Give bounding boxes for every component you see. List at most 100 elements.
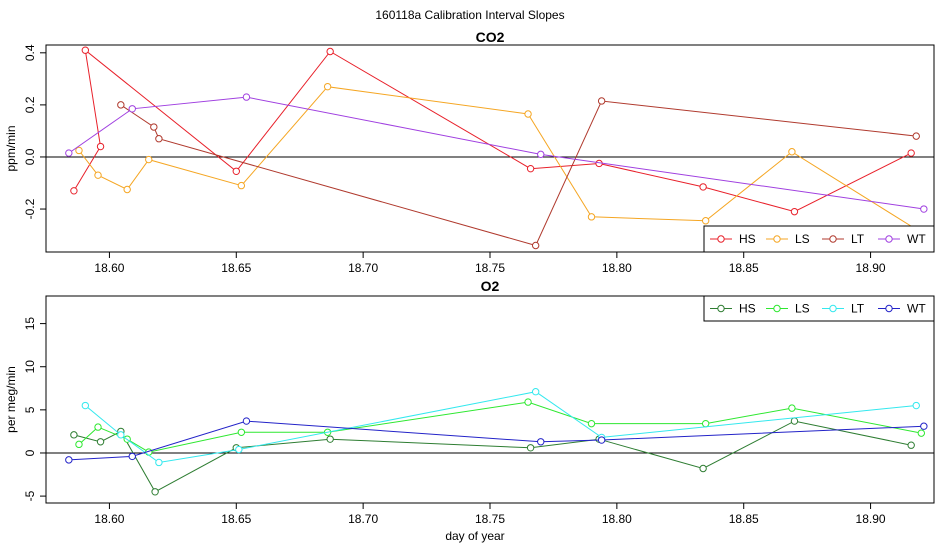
- o2-y-tick-label: 10: [23, 360, 37, 374]
- co2-legend-marker-ls: [773, 235, 781, 243]
- o2-series-ls-point: [701, 419, 710, 428]
- co2-plot-frame: [45, 44, 935, 253]
- co2-legend-label-lt: LT: [851, 232, 865, 246]
- o2-series-hs-point: [907, 441, 915, 449]
- co2-x-tick-label: 18.80: [602, 261, 632, 275]
- co2-series-lt-point: [117, 101, 125, 109]
- o2-series-lt-point: [531, 388, 540, 396]
- co2-series-ls-point: [701, 217, 710, 225]
- o2-legend-marker-wt: [885, 304, 893, 313]
- co2-series-hs-point: [526, 164, 535, 173]
- o2-series-ls-point: [237, 428, 246, 436]
- o2-y-tick-label: -5: [23, 490, 37, 501]
- o2-series-wt-point: [242, 417, 251, 425]
- co2-series-ls-point: [587, 213, 596, 221]
- o2-title: O2: [481, 278, 500, 294]
- co2-y-tick-label: 0.2: [23, 96, 37, 113]
- o2-series-wt-point: [597, 436, 606, 444]
- co2-series-ls-point: [237, 181, 246, 190]
- co2-y-tick-label: 0.4: [23, 44, 37, 61]
- o2-x-tick-label: 18.60: [94, 512, 124, 526]
- co2-title: CO2: [476, 29, 505, 45]
- co2-series-hs-point: [232, 167, 240, 175]
- co2-series-wt-line: [68, 96, 924, 210]
- o2-series-lt-point: [235, 445, 243, 454]
- o2-series-wt-point: [128, 452, 136, 461]
- co2-series-ls-point: [123, 185, 131, 194]
- o2-series-hs-point: [326, 435, 334, 443]
- co2-legend: HS LS LT WT: [703, 225, 935, 253]
- o2-y-tick-label: 5: [23, 406, 37, 413]
- co2-y-tick-label: -0.2: [23, 198, 37, 219]
- co2-legend-marker-lt: [829, 235, 837, 243]
- co2-x-tick-label: 18.90: [856, 261, 886, 275]
- o2-series-lt-point: [117, 431, 125, 439]
- co2-legend-label-wt: WT: [907, 232, 926, 246]
- o2-x-tick-label: 18.90: [856, 512, 886, 526]
- o2-series-lt-point: [81, 401, 90, 410]
- o2-series-lt-point: [155, 458, 163, 467]
- o2-series-lt-line: [84, 391, 917, 464]
- o2-series-ls-point: [524, 398, 532, 406]
- o2-series-hs-point: [151, 488, 159, 496]
- o2-y-tick-label: 0: [23, 449, 37, 456]
- co2-series-hs-point: [699, 183, 707, 191]
- o2-series-wt-line: [68, 420, 924, 461]
- co2-series-hs-line: [73, 49, 912, 213]
- o2-series-hs-point: [526, 444, 535, 452]
- co2-series-lt-point: [531, 241, 540, 250]
- co2-series-lt-point: [155, 135, 163, 143]
- co2-legend-label-hs: HS: [739, 232, 756, 246]
- co2-y-axis-label: ppm/min: [4, 125, 18, 171]
- o2-series-wt-point: [65, 456, 73, 464]
- co2-series-hs-point: [326, 47, 334, 56]
- o2-y-tick-label: 15: [23, 317, 37, 331]
- o2-series-lt-point: [912, 401, 920, 410]
- o2-legend-marker-lt: [829, 304, 837, 313]
- co2-series-ls-point: [323, 82, 332, 91]
- co2-series-ls-point: [75, 146, 83, 155]
- o2-legend-label-ls: LS: [795, 302, 810, 316]
- o2-legend: HS LS LT WT: [703, 295, 935, 322]
- co2-series-wt-point: [128, 105, 136, 113]
- o2-series-hs-point: [699, 464, 707, 473]
- co2-legend-label-ls: LS: [795, 232, 810, 246]
- o2-series-ls-point: [75, 440, 83, 449]
- co2-series-hs-point: [96, 142, 105, 151]
- co2-series-lt-line: [120, 100, 917, 247]
- o2-legend-marker-ls: [773, 304, 781, 313]
- co2-series-hs-point: [790, 207, 799, 216]
- o2-legend-label-wt: WT: [907, 302, 926, 316]
- o2-legend-marker-hs: [717, 304, 725, 313]
- co2-series-ls-point: [524, 110, 532, 118]
- co2-series-wt-point: [65, 149, 73, 157]
- o2-x-tick-label: 18.70: [348, 512, 378, 526]
- co2-panel: CO2 ppm/min 18.60 18.65 18.70 18.75 18.80 18.85…: [4, 29, 935, 275]
- o2-series-wt-point: [920, 422, 928, 430]
- co2-series-ls-point: [94, 171, 102, 179]
- co2-legend-marker-hs: [717, 235, 725, 243]
- figure-title: 160118a Calibration Interval Slopes: [375, 8, 564, 22]
- o2-panel: O2 per meg/min 18.60 18.65 18.70 18.75 18.80 18…: [4, 278, 935, 526]
- co2-x-tick-label: 18.65: [221, 261, 251, 275]
- o2-legend-label-lt: LT: [851, 302, 865, 316]
- o2-series-ls-point: [587, 419, 596, 428]
- co2-series-hs-point: [81, 46, 90, 54]
- o2-plot-frame: [45, 295, 935, 504]
- co2-series-wt-point: [920, 205, 928, 213]
- co2-x-tick-label: 18.60: [94, 261, 124, 275]
- co2-series-hs-point: [70, 187, 78, 195]
- o2-x-tick-label: 18.65: [221, 512, 251, 526]
- o2-series-hs-point: [790, 417, 799, 425]
- co2-y-tick-label: 0.0: [23, 148, 37, 165]
- x-axis-label: day of year: [445, 529, 504, 543]
- co2-series-lt-point: [150, 123, 158, 131]
- o2-x-tick-label: 18.75: [475, 512, 505, 526]
- co2-series-ls-point: [788, 148, 796, 156]
- co2-x-tick-label: 18.85: [729, 261, 759, 275]
- co2-x-tick-label: 18.70: [348, 261, 378, 275]
- o2-x-tick-label: 18.85: [729, 512, 759, 526]
- o2-series-ls-point: [917, 429, 926, 437]
- o2-series-wt-point: [537, 438, 545, 446]
